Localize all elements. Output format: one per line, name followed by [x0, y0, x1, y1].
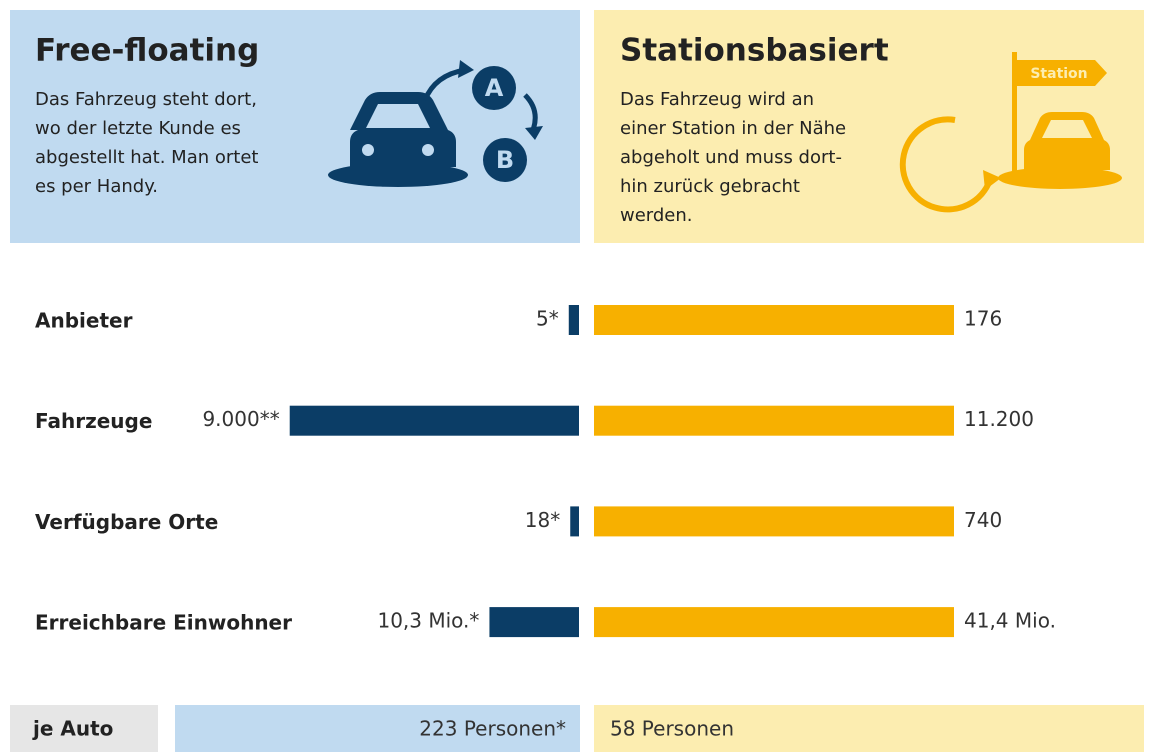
icon-b: B — [496, 146, 514, 174]
value-label-left: 10,3 Mio.* — [377, 609, 479, 633]
panel-text: einer Station in der Nähe — [620, 118, 846, 139]
panel-title: Free-floating — [35, 33, 259, 69]
panel-text: Das Fahrzeug wird an — [620, 89, 814, 110]
per-car-label-box — [10, 705, 158, 752]
category-label: Fahrzeuge — [35, 409, 152, 433]
category-label: Erreichbare Einwohner — [35, 611, 292, 635]
bar-left — [568, 305, 579, 335]
value-label-right: 740 — [964, 508, 1002, 532]
panel-title: Stationsbasiert — [620, 33, 889, 69]
value-label-right: 176 — [964, 307, 1002, 331]
value-label-right: 11.200 — [964, 407, 1034, 431]
bar-right — [594, 506, 954, 537]
per-car-label: je Auto — [32, 717, 113, 741]
bar-right — [594, 405, 954, 436]
category-label: Anbieter — [35, 309, 133, 333]
bar-left — [570, 506, 579, 537]
bar-left — [489, 607, 579, 638]
icon-station-label: Station — [1030, 66, 1087, 82]
per-car-left-box — [175, 705, 580, 752]
value-label-left: 9.000** — [202, 407, 279, 431]
icon-free-floating — [328, 60, 543, 187]
category-label: Verfügbare Orte — [35, 510, 218, 534]
value-label-right: 41,4 Mio. — [964, 609, 1056, 633]
per-car-left: 223 Personen* — [419, 717, 566, 741]
per-car-right: 58 Personen — [610, 717, 734, 741]
bar-right — [594, 607, 954, 638]
panel-text: werden. — [620, 205, 693, 226]
value-label-left: 18* — [525, 508, 560, 532]
bar-left — [289, 405, 579, 436]
panel-left — [10, 10, 580, 243]
panel-text: hin zurück gebracht — [620, 176, 800, 197]
panel-text: wo der letzte Kunde es — [35, 118, 241, 139]
panel-text: abgestellt hat. Man ortet — [35, 147, 258, 168]
panel-text: es per Handy. — [35, 176, 158, 197]
panel-text: Das Fahrzeug steht dort, — [35, 89, 257, 110]
value-label-left: 5* — [536, 307, 559, 331]
per-car-right-box — [594, 705, 1144, 752]
bar-right — [594, 305, 954, 335]
panel-text: abgeholt und muss dort- — [620, 147, 842, 168]
icon-a: A — [485, 74, 504, 102]
icon-station — [899, 52, 1122, 213]
